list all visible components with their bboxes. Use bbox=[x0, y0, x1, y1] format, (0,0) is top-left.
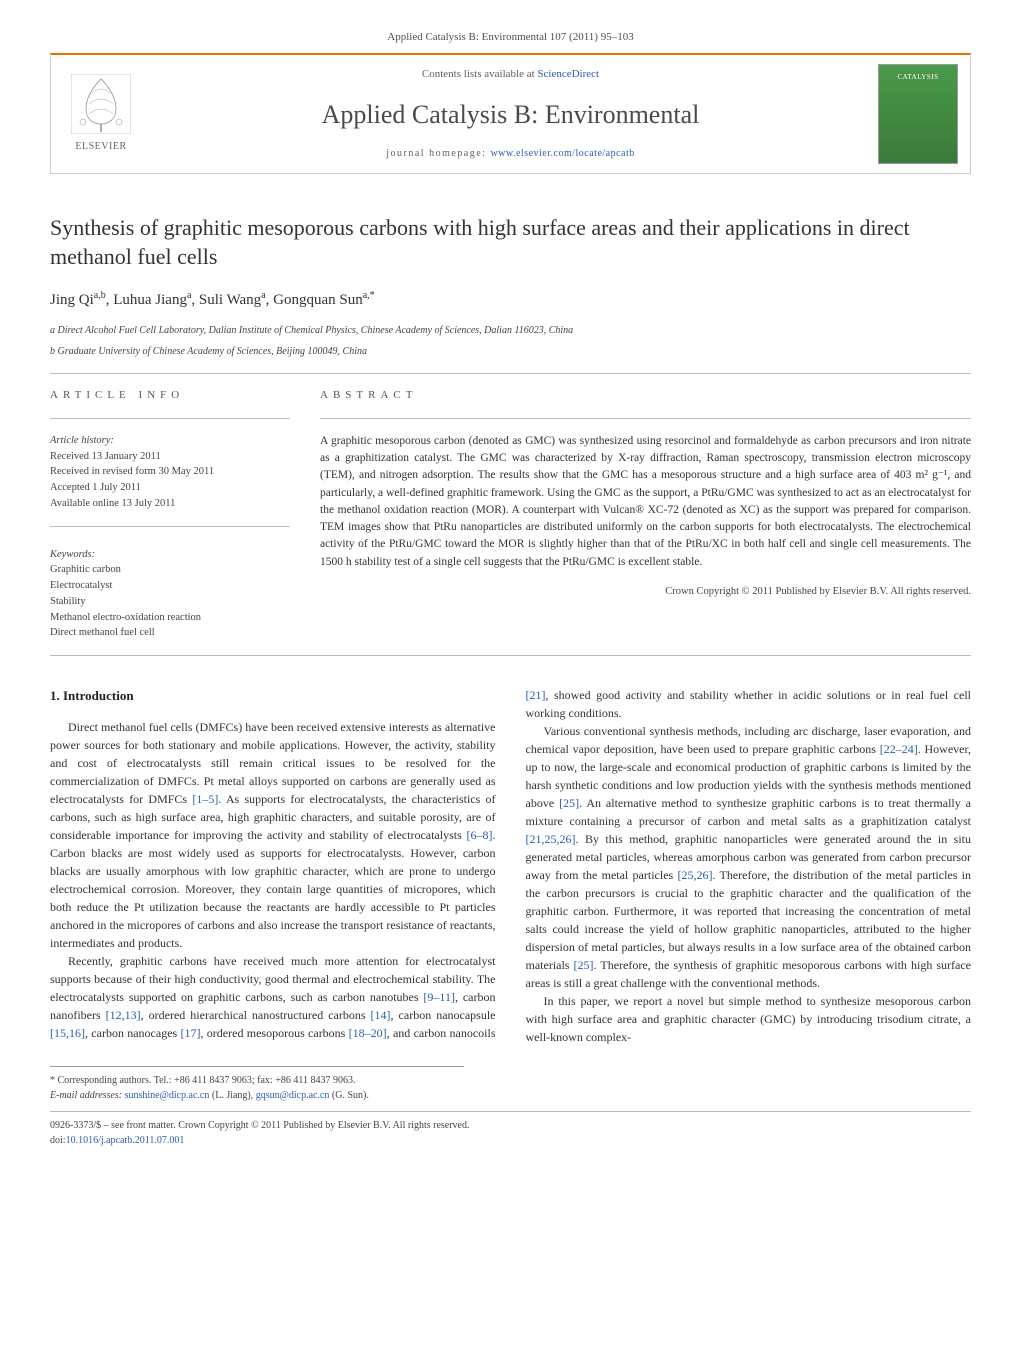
contents-available-line: Contents lists available at ScienceDirec… bbox=[151, 67, 870, 82]
author-1: Jing Qi bbox=[50, 292, 94, 308]
sciencedirect-link[interactable]: ScienceDirect bbox=[537, 68, 599, 80]
journal-title: Applied Catalysis B: Environmental bbox=[151, 97, 870, 133]
keywords-block: Keywords: Graphitic carbon Electrocataly… bbox=[50, 547, 290, 642]
history-received: Received 13 January 2011 bbox=[50, 449, 290, 465]
affiliation-b: b Graduate University of Chinese Academy… bbox=[50, 344, 971, 359]
corresponding-line: * Corresponding authors. Tel.: +86 411 8… bbox=[50, 1073, 464, 1088]
divider-abstract bbox=[320, 418, 971, 419]
keyword-3: Stability bbox=[50, 594, 290, 610]
doi-label: doi: bbox=[50, 1135, 66, 1146]
journal-cover-thumbnail bbox=[878, 64, 958, 164]
header-center: Contents lists available at ScienceDirec… bbox=[151, 55, 870, 173]
footer-copyright: 0926-3373/$ – see front matter. Crown Co… bbox=[50, 1118, 971, 1133]
journal-homepage-link[interactable]: www.elsevier.com/locate/apcatb bbox=[490, 148, 634, 159]
footer-doi-line: doi:10.1016/j.apcatb.2011.07.001 bbox=[50, 1133, 971, 1148]
divider-bottom bbox=[50, 655, 971, 656]
email-1[interactable]: sunshine@dicp.ac.cn bbox=[125, 1090, 210, 1101]
email-line: E-mail addresses: sunshine@dicp.ac.cn (L… bbox=[50, 1088, 464, 1103]
divider-info bbox=[50, 418, 290, 419]
journal-header: ELSEVIER Contents lists available at Sci… bbox=[50, 53, 971, 174]
body-two-column: 1. Introduction Direct methanol fuel cel… bbox=[50, 686, 971, 1046]
article-info-column: ARTICLE INFO Article history: Received 1… bbox=[50, 388, 290, 641]
homepage-prefix: journal homepage: bbox=[386, 148, 490, 159]
history-revised: Received in revised form 30 May 2011 bbox=[50, 464, 290, 480]
article-title: Synthesis of graphitic mesoporous carbon… bbox=[50, 214, 971, 271]
keyword-1: Graphitic carbon bbox=[50, 562, 290, 578]
corresponding-footnote: * Corresponding authors. Tel.: +86 411 8… bbox=[50, 1066, 464, 1103]
author-4: Gongquan Sun bbox=[273, 292, 363, 308]
publisher-name: ELSEVIER bbox=[75, 140, 126, 154]
author-2: Luhua Jiang bbox=[113, 292, 187, 308]
keyword-5: Direct methanol fuel cell bbox=[50, 625, 290, 641]
author-1-aff: a,b bbox=[94, 290, 106, 301]
email-1-who: (L. Jiang) bbox=[212, 1090, 251, 1101]
section-1-heading: 1. Introduction bbox=[50, 686, 496, 706]
article-history: Article history: Received 13 January 201… bbox=[50, 433, 290, 512]
keyword-4: Methanol electro-oxidation reaction bbox=[50, 610, 290, 626]
author-list: Jing Qia,b, Luhua Jianga, Suli Wanga, Go… bbox=[50, 289, 971, 311]
info-abstract-grid: ARTICLE INFO Article history: Received 1… bbox=[50, 388, 971, 641]
abstract-copyright: Crown Copyright © 2011 Published by Else… bbox=[320, 585, 971, 600]
abstract-column: ABSTRACT A graphitic mesoporous carbon (… bbox=[320, 388, 971, 641]
email-label: E-mail addresses: bbox=[50, 1090, 122, 1101]
affiliation-a: a Direct Alcohol Fuel Cell Laboratory, D… bbox=[50, 323, 971, 338]
email-2-who: (G. Sun) bbox=[332, 1090, 366, 1101]
history-label: Article history: bbox=[50, 433, 290, 449]
abstract-text: A graphitic mesoporous carbon (denoted a… bbox=[320, 433, 971, 571]
body-para-4: In this paper, we report a novel but sim… bbox=[526, 992, 972, 1046]
elsevier-tree-icon bbox=[71, 74, 131, 134]
body-para-3: Various conventional synthesis methods, … bbox=[526, 722, 972, 992]
section-title: Introduction bbox=[63, 688, 134, 703]
page-footer: 0926-3373/$ – see front matter. Crown Co… bbox=[50, 1111, 971, 1148]
email-2[interactable]: gqsun@dicp.ac.cn bbox=[256, 1090, 330, 1101]
keywords-label: Keywords: bbox=[50, 547, 290, 563]
divider-top bbox=[50, 373, 971, 374]
body-para-1: Direct methanol fuel cells (DMFCs) have … bbox=[50, 718, 496, 952]
journal-homepage-line: journal homepage: www.elsevier.com/locat… bbox=[151, 147, 870, 161]
abstract-heading: ABSTRACT bbox=[320, 388, 971, 403]
history-accepted: Accepted 1 July 2011 bbox=[50, 480, 290, 496]
publisher-logo-block: ELSEVIER bbox=[51, 64, 151, 164]
divider-keywords bbox=[50, 526, 290, 527]
doi-link[interactable]: 10.1016/j.apcatb.2011.07.001 bbox=[66, 1135, 185, 1146]
author-4-aff: a,* bbox=[363, 290, 375, 301]
section-number: 1. bbox=[50, 688, 60, 703]
keyword-2: Electrocatalyst bbox=[50, 578, 290, 594]
article-info-heading: ARTICLE INFO bbox=[50, 388, 290, 403]
contents-prefix: Contents lists available at bbox=[422, 68, 537, 80]
author-3-aff: a bbox=[261, 290, 265, 301]
history-online: Available online 13 July 2011 bbox=[50, 496, 290, 512]
author-3: Suli Wang bbox=[199, 292, 261, 308]
journal-reference: Applied Catalysis B: Environmental 107 (… bbox=[50, 30, 971, 45]
author-2-aff: a bbox=[187, 290, 191, 301]
